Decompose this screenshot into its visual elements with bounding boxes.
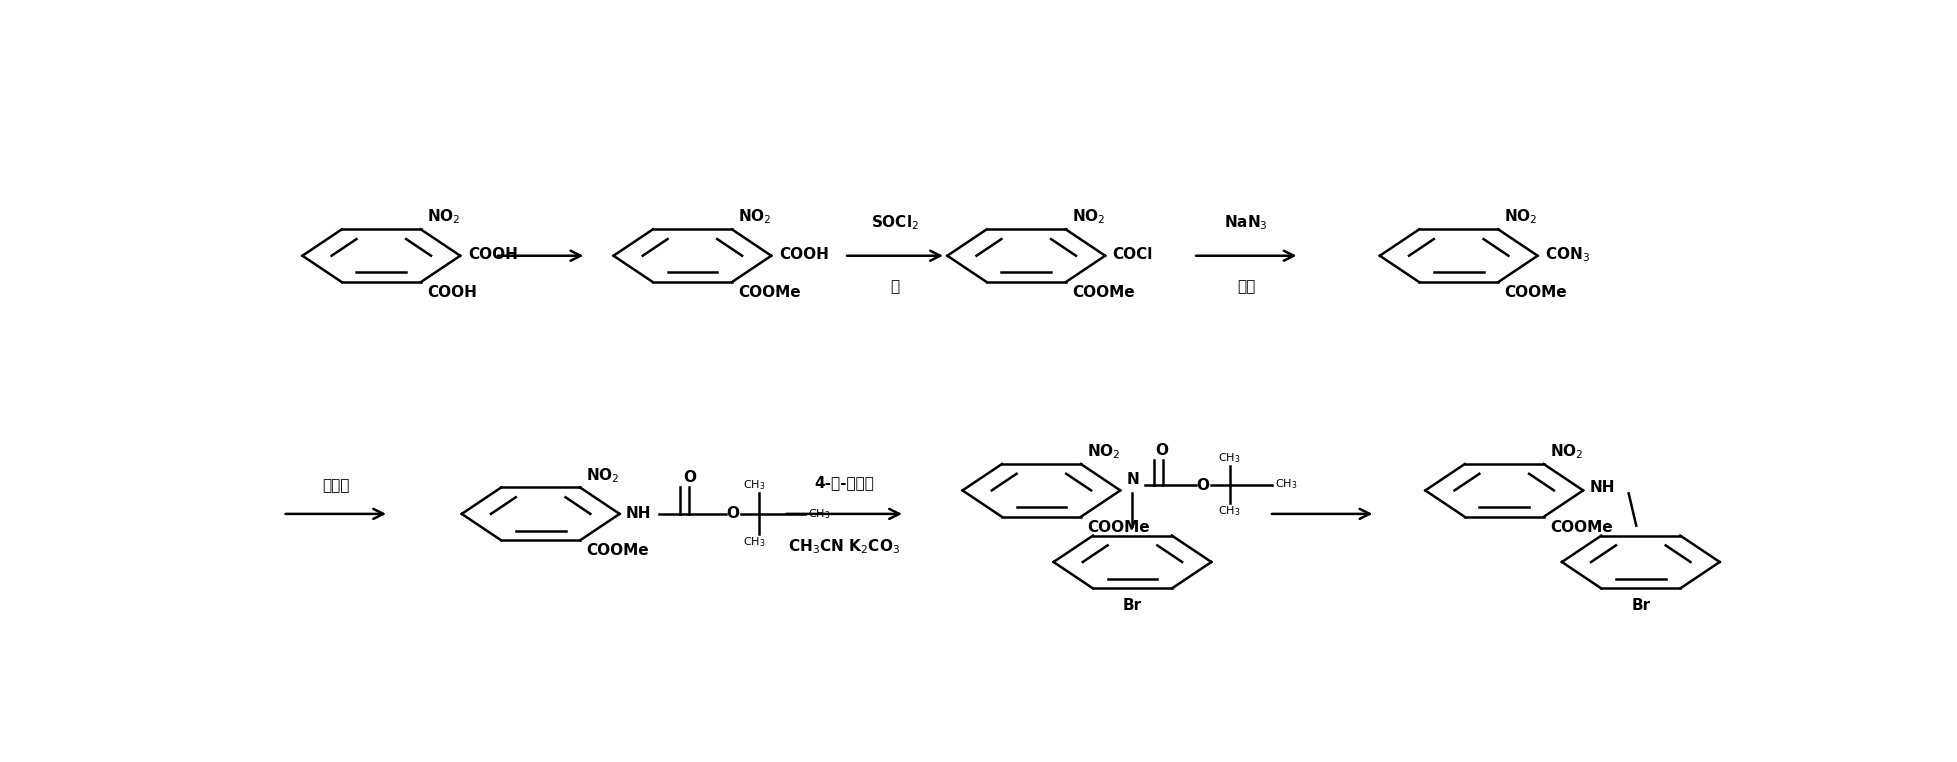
Text: O: O (1196, 479, 1209, 493)
Text: SOCl$_2$: SOCl$_2$ (871, 213, 918, 232)
Text: COCl: COCl (1112, 247, 1153, 262)
Text: NO$_2$: NO$_2$ (585, 466, 620, 485)
Text: NH: NH (1589, 480, 1615, 495)
Text: 4-渴-渴化苯: 4-渴-渴化苯 (814, 475, 873, 491)
Text: CH$_3$: CH$_3$ (744, 536, 765, 549)
Text: NO$_2$: NO$_2$ (1070, 208, 1106, 226)
Text: COOMe: COOMe (1503, 285, 1566, 300)
Text: 叔丁醇: 叔丁醇 (323, 479, 348, 493)
Text: CH$_3$CN K$_2$CO$_3$: CH$_3$CN K$_2$CO$_3$ (789, 537, 900, 556)
Text: Br: Br (1121, 598, 1141, 613)
Text: NO$_2$: NO$_2$ (1550, 443, 1583, 461)
Text: COOMe: COOMe (1550, 520, 1611, 535)
Text: COOMe: COOMe (1086, 520, 1149, 535)
Text: COOMe: COOMe (738, 285, 800, 300)
Text: CH$_3$: CH$_3$ (808, 507, 830, 520)
Text: 苯: 苯 (890, 279, 898, 294)
Text: COOMe: COOMe (585, 543, 648, 559)
Text: CH$_3$: CH$_3$ (744, 479, 765, 492)
Text: CON$_3$: CON$_3$ (1544, 245, 1589, 264)
Text: COOH: COOH (427, 285, 476, 300)
Text: NH: NH (626, 507, 652, 521)
Text: CH$_3$: CH$_3$ (1217, 451, 1241, 465)
Text: CH$_3$: CH$_3$ (1217, 504, 1241, 518)
Text: COOMe: COOMe (1070, 285, 1133, 300)
Text: COOH: COOH (468, 247, 517, 262)
Text: O: O (1155, 443, 1168, 457)
Text: COOH: COOH (779, 247, 828, 262)
Text: NO$_2$: NO$_2$ (1086, 443, 1119, 461)
Text: CH$_3$: CH$_3$ (1274, 478, 1297, 491)
Text: NO$_2$: NO$_2$ (738, 208, 771, 226)
Text: N: N (1125, 472, 1139, 488)
Text: NO$_2$: NO$_2$ (427, 208, 460, 226)
Text: O: O (726, 507, 738, 521)
Text: NO$_2$: NO$_2$ (1503, 208, 1536, 226)
Text: 丙酮: 丙酮 (1237, 279, 1254, 294)
Text: O: O (683, 469, 697, 485)
Text: Br: Br (1630, 598, 1650, 613)
Text: NaN$_3$: NaN$_3$ (1223, 213, 1268, 232)
